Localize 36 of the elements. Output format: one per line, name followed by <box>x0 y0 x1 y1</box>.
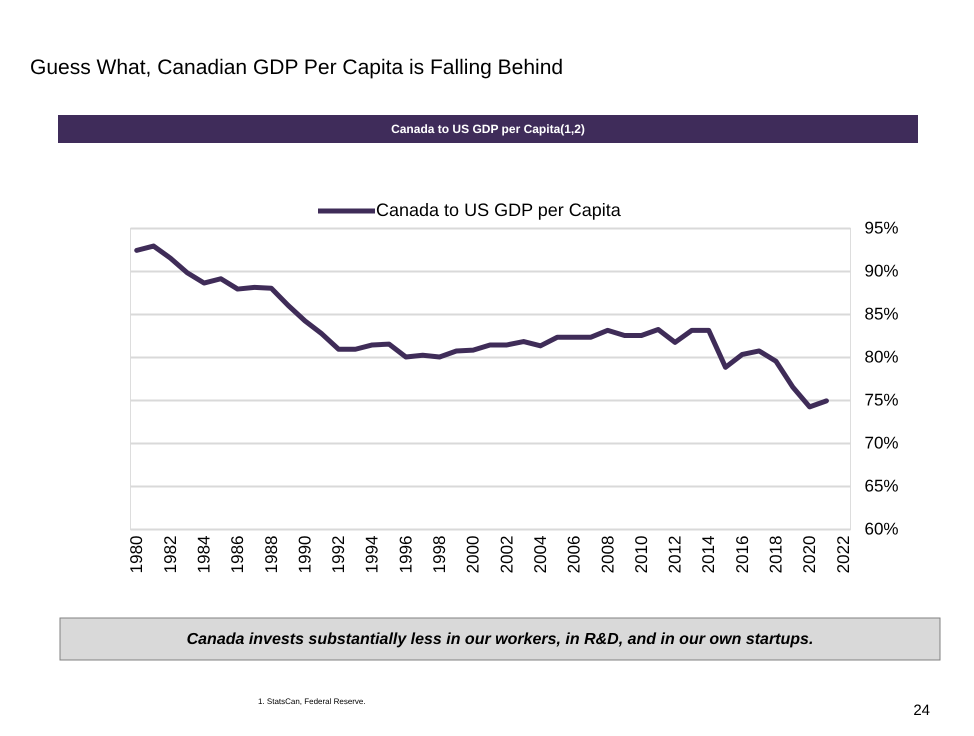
text: 1. StatsCan, Federal Reserve. <box>258 697 366 706</box>
x-tick-label: 1984 <box>194 536 214 574</box>
x-tick-label: 2004 <box>530 536 550 574</box>
x-tick-label: 1994 <box>362 536 382 574</box>
x-tick-label: 2022 <box>834 536 853 574</box>
y-tick-label: 60% <box>864 520 899 538</box>
y-tick-label: 80% <box>864 348 899 366</box>
x-tick-label: 2008 <box>598 536 618 574</box>
x-tick-label: 2014 <box>699 536 718 574</box>
x-tick-label: 1992 <box>329 536 348 574</box>
x-tick-label: 1998 <box>430 536 450 574</box>
x-tick-label: 1986 <box>228 536 248 574</box>
chart-title: Guess What, Canadian GDP Per Capita is Falling Behind <box>30 56 564 79</box>
text: 24 <box>913 702 930 719</box>
legend-label: Canada to US GDP per Capita <box>376 200 622 220</box>
text: Canada invests substantially less in our workers, in R&D, and in our own startups. <box>186 631 814 648</box>
x-tick-label: 1988 <box>262 536 281 574</box>
y-tick-label: 85% <box>864 304 899 324</box>
y-tick-label: 75% <box>864 390 899 410</box>
y-tick-label: 95% <box>864 218 899 238</box>
x-tick-label: 2020 <box>800 536 820 574</box>
x-tick-label: 2006 <box>564 536 584 574</box>
x-tick-label: 2016 <box>732 536 752 574</box>
x-tick-label: 1982 <box>160 536 180 574</box>
y-tick-label: 90% <box>864 262 899 280</box>
chart-subtitle: Canada to US GDP per Capita(1,2) <box>391 122 585 136</box>
x-tick-label: 2018 <box>766 536 786 574</box>
x-tick-label: 1990 <box>295 536 314 574</box>
x-tick-label: 2012 <box>666 536 685 574</box>
x-tick-label: 2000 <box>464 536 483 574</box>
x-tick-label: 1980 <box>127 536 146 574</box>
y-tick-label: 65% <box>864 476 899 496</box>
x-tick-label: 1996 <box>396 536 416 574</box>
x-tick-label: 2002 <box>497 536 516 574</box>
y-tick-label: 70% <box>864 434 899 452</box>
x-tick-label: 2010 <box>632 536 651 574</box>
